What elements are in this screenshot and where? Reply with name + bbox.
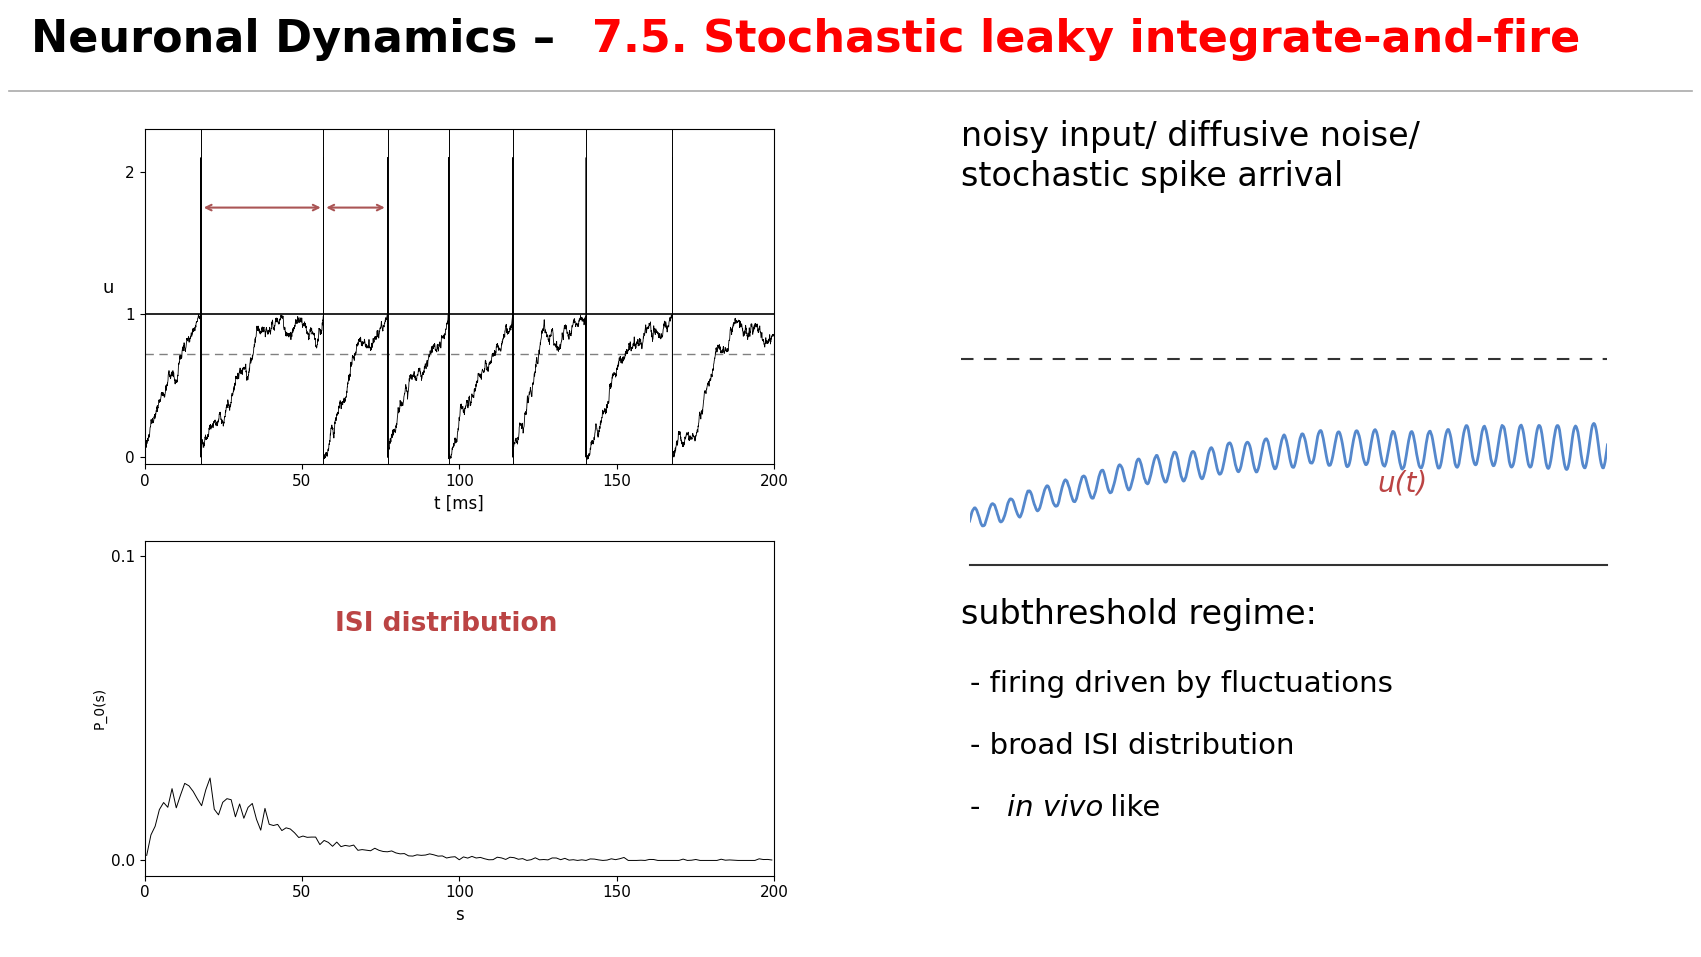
Text: 7.5. Stochastic leaky integrate-and-fire: 7.5. Stochastic leaky integrate-and-fire <box>592 17 1580 60</box>
Y-axis label: P_0(s): P_0(s) <box>92 687 107 729</box>
Text: u(t): u(t) <box>1378 470 1429 498</box>
Text: - firing driven by fluctuations: - firing driven by fluctuations <box>970 670 1393 698</box>
Text: noisy input/ diffusive noise/
stochastic spike arrival: noisy input/ diffusive noise/ stochastic… <box>961 120 1420 193</box>
Text: -: - <box>970 794 990 822</box>
Text: - broad ISI distribution: - broad ISI distribution <box>970 732 1294 760</box>
Text: Neuronal Dynamics –: Neuronal Dynamics – <box>31 17 570 60</box>
Text: subthreshold regime:: subthreshold regime: <box>961 598 1317 631</box>
Text: in vivo: in vivo <box>1007 794 1104 822</box>
Text: ISI distribution: ISI distribution <box>335 612 558 637</box>
Y-axis label: u: u <box>102 278 114 297</box>
X-axis label: t [ms]: t [ms] <box>434 495 485 512</box>
Text: like: like <box>1101 794 1160 822</box>
X-axis label: s: s <box>454 906 464 924</box>
